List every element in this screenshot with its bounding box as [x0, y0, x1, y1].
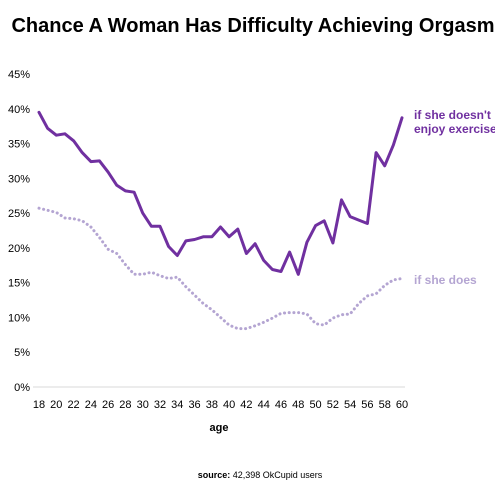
source-text: 42,398 OkCupid users [233, 470, 323, 480]
x-tick-label: 46 [275, 399, 287, 411]
x-tick-label: 26 [102, 399, 114, 411]
y-tick-label: 15% [8, 278, 30, 290]
x-tick-label: 50 [309, 399, 321, 411]
x-tick-label: 58 [379, 399, 391, 411]
y-tick-label: 20% [8, 243, 30, 255]
series-label-line: if she does [414, 273, 477, 287]
x-tick-label: 44 [258, 399, 270, 411]
y-tick-label: 0% [14, 382, 30, 394]
x-tick-label: 38 [206, 399, 218, 411]
series-lines [37, 110, 404, 331]
series-label-line: enjoy exercise [414, 122, 495, 136]
x-tick-label: 28 [119, 399, 131, 411]
x-tick-label: 20 [50, 399, 62, 411]
source-label: source: [198, 470, 231, 480]
series-label-line: if she doesn't [414, 108, 491, 122]
x-tick-label: 48 [292, 399, 304, 411]
y-tick-label: 30% [8, 173, 30, 185]
y-tick-label: 5% [14, 347, 30, 359]
x-tick-label: 30 [137, 399, 149, 411]
x-tick-label: 24 [85, 399, 97, 411]
y-tick-label: 35% [8, 139, 30, 151]
series-label-no-exercise: if she doesn't enjoy exercise [414, 108, 495, 136]
x-axis-label: age [210, 422, 229, 434]
x-tick-label: 36 [188, 399, 200, 411]
series-line-no-exercise [37, 110, 404, 276]
y-tick-label: 45% [8, 69, 30, 81]
x-tick-label: 40 [223, 399, 235, 411]
series-line-exercise [37, 206, 404, 331]
y-axis-ticks: 0% 5% 10% 15% 20% 25% 30% 35% 40% 45% [8, 69, 30, 394]
x-tick-label: 34 [171, 399, 183, 411]
chart-title: Chance A Woman Has Difficulty Achieving … [11, 15, 494, 37]
x-tick-label: 18 [33, 399, 45, 411]
x-tick-label: 54 [344, 399, 356, 411]
x-axis-ticks: 18 20 22 24 26 28 30 32 34 36 38 40 42 44 46 48 50 52 54 56… [33, 399, 408, 411]
y-tick-label: 40% [8, 104, 30, 116]
x-tick-label: 60 [396, 399, 408, 411]
series-labels: if she doesn't enjoy exercise if she does [414, 108, 495, 287]
y-tick-label: 10% [8, 312, 30, 324]
x-tick-label: 56 [361, 399, 373, 411]
x-tick-label: 42 [240, 399, 252, 411]
y-tick-label: 25% [8, 208, 30, 220]
x-tick-label: 32 [154, 399, 166, 411]
series-label-exercise: if she does [414, 273, 477, 287]
source-note: source: 42,398 OkCupid users [198, 470, 323, 480]
x-tick-label: 22 [67, 399, 79, 411]
x-tick-label: 52 [327, 399, 339, 411]
